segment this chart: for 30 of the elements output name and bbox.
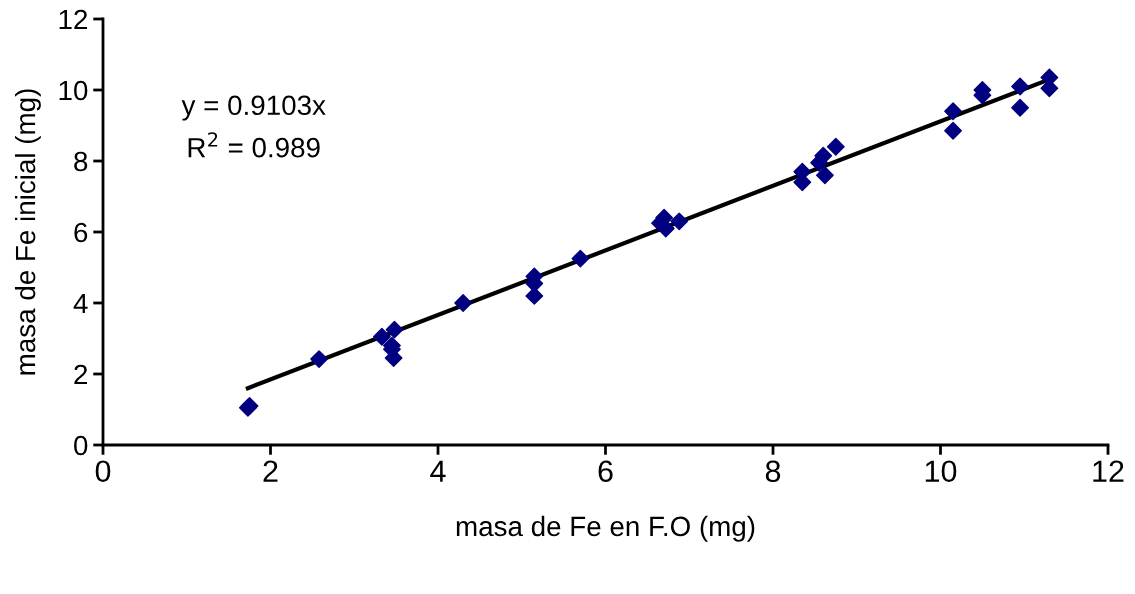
y-tick-label: 10: [59, 80, 88, 101]
point: [826, 137, 845, 156]
x-tick-label: 0: [95, 460, 111, 483]
x-tick-label: 6: [598, 460, 613, 483]
y-axis-title: masa de Fe inicial (mg): [14, 89, 41, 375]
x-axis-title: masa de Fe en F.O (mg): [456, 515, 755, 542]
point: [816, 166, 834, 185]
point: [670, 212, 689, 231]
x-tick-label: 10: [925, 460, 957, 483]
x-tick-label: 8: [765, 460, 781, 483]
y-tick-label: 6: [74, 222, 88, 243]
point: [454, 294, 473, 312]
point: [372, 327, 391, 346]
y-tick-label: 4: [73, 293, 88, 314]
x-tick-label: 2: [263, 460, 278, 482]
point: [1011, 98, 1029, 117]
annotation: R$^{2}$ = 0.989: [188, 132, 320, 158]
x-tick-label: 12: [1093, 460, 1124, 482]
point: [944, 121, 962, 140]
annotation: y = 0.9103x: [181, 95, 326, 121]
point: [571, 249, 590, 268]
x-tick-label: 4: [430, 460, 446, 482]
point: [385, 320, 404, 339]
point: [310, 350, 328, 369]
point: [1011, 77, 1029, 96]
y-tick-label: 0: [74, 435, 88, 456]
y-tick-label: 2: [74, 364, 88, 385]
y-tick-label: 12: [59, 9, 88, 30]
point: [944, 102, 962, 121]
y-tick-label: 8: [74, 151, 88, 172]
